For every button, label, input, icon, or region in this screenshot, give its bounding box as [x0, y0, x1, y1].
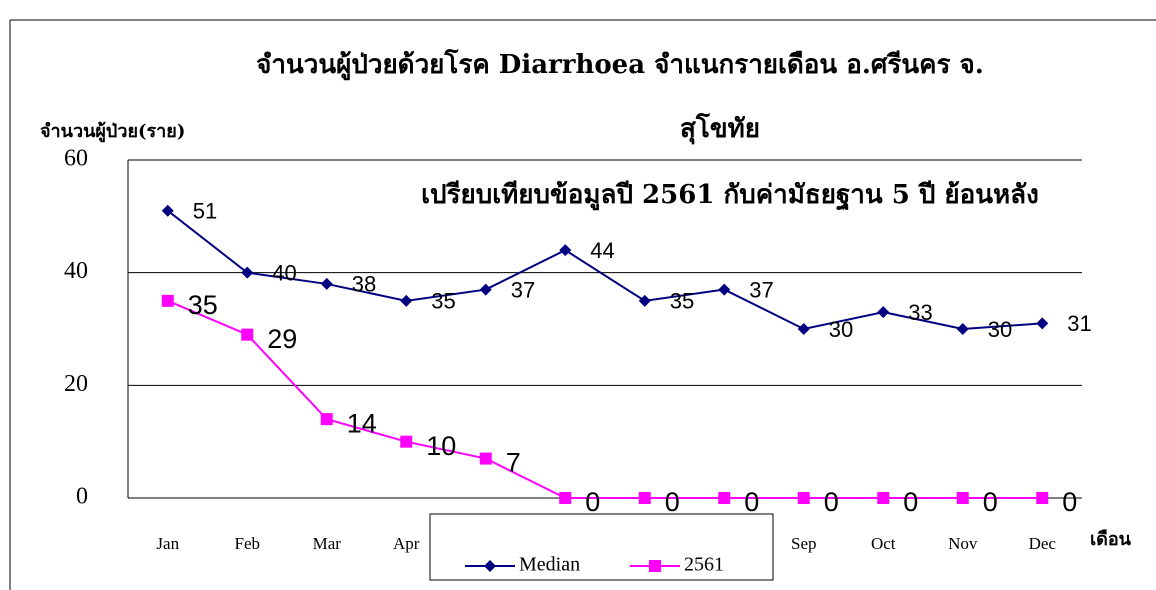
marker	[320, 277, 333, 290]
data-label: 0	[744, 487, 759, 517]
legend-label: 2561	[684, 554, 724, 576]
x-tick-label: Oct	[871, 534, 896, 553]
data-label: 0	[585, 487, 600, 517]
marker	[797, 323, 810, 335]
data-label: 30	[988, 317, 1012, 342]
data-label: 0	[983, 487, 998, 517]
marker	[161, 294, 174, 307]
marker	[559, 492, 572, 504]
series-line	[167, 209, 1043, 331]
data-label: 35	[670, 289, 694, 314]
data-label: 0	[824, 487, 839, 517]
chart-title: จำนวนผู้ป่วยด้วยโรค Diarrhoea จำแนกรายเด…	[256, 48, 984, 81]
y-tick-label: 0	[76, 484, 88, 510]
chart-title-2: สุโขทัย	[680, 112, 760, 145]
y-axis-label: จำนวนผู้ป่วย(ราย)	[40, 121, 185, 143]
marker	[718, 492, 731, 504]
legend-marker	[649, 560, 661, 572]
marker	[161, 204, 174, 217]
x-tick-label: Apr	[393, 534, 420, 553]
marker	[718, 283, 731, 296]
data-label: 0	[903, 487, 918, 517]
data-label: 51	[193, 199, 217, 224]
x-tick-label: Feb	[235, 534, 261, 553]
x-axis-label: เดือน	[1090, 529, 1132, 550]
marker	[877, 306, 890, 319]
data-label: 7	[506, 448, 521, 478]
marker	[1036, 317, 1049, 330]
marker	[956, 323, 969, 335]
y-tick-label: 20	[64, 371, 88, 397]
marker	[956, 492, 969, 504]
x-tick-label: Nov	[948, 534, 978, 553]
data-label: 0	[665, 487, 680, 517]
marker	[638, 294, 651, 307]
marker	[638, 492, 651, 504]
marker	[320, 413, 333, 426]
x-tick-label: Sep	[791, 534, 817, 553]
marker	[241, 328, 254, 341]
data-label: 33	[908, 300, 932, 325]
data-label: 30	[829, 317, 853, 342]
marker	[479, 283, 492, 296]
marker	[877, 492, 890, 504]
data-label: 37	[749, 277, 773, 302]
data-label: 14	[347, 408, 377, 438]
marker	[400, 294, 413, 307]
series-line	[167, 299, 1043, 499]
data-label: 44	[590, 238, 614, 263]
data-label: 40	[272, 260, 296, 285]
marker	[797, 492, 810, 504]
data-label: 35	[431, 289, 455, 314]
x-tick-label: Jan	[156, 534, 179, 553]
chart-subtitle: เปรียบเทียบข้อมูลปี 2561 กับค่ามัธยฐาน 5…	[421, 180, 1039, 212]
legend-marker	[484, 560, 496, 572]
data-label: 35	[188, 290, 218, 320]
data-label: 38	[352, 272, 376, 297]
data-label: 10	[426, 431, 456, 461]
marker	[1036, 492, 1049, 504]
legend-label: Median	[519, 554, 580, 576]
x-tick-label: Dec	[1029, 534, 1057, 553]
marker	[479, 452, 492, 465]
data-label: 29	[267, 324, 297, 354]
data-label: 37	[511, 277, 535, 302]
y-tick-label: 60	[64, 146, 88, 172]
y-tick-label: 40	[64, 258, 88, 284]
marker	[400, 435, 413, 448]
x-tick-label: Mar	[313, 534, 342, 553]
marker	[241, 266, 254, 279]
marker	[559, 244, 572, 257]
data-label: 0	[1062, 487, 1077, 517]
data-label: 31	[1067, 311, 1091, 336]
